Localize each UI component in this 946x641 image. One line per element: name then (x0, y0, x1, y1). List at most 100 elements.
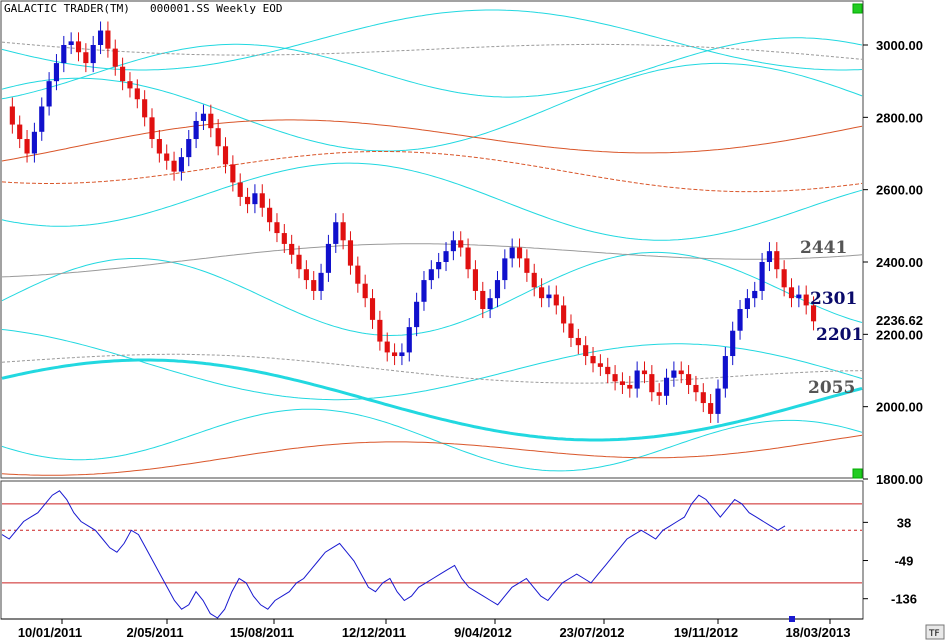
x-tick-label: 2/05/2011 (126, 625, 183, 640)
candle-body (671, 370, 677, 378)
price-y-axis: 1800.00 2000.00 2200.00 2400.00 2600.00 2800.… (863, 38, 923, 487)
tf-button[interactable] (925, 624, 945, 640)
candle-body (774, 251, 780, 270)
orange-cycle-3 (1, 434, 863, 476)
candle-body (142, 99, 148, 118)
candle-body (737, 309, 743, 331)
candle-body (281, 233, 287, 244)
candle-body (590, 356, 596, 364)
candle-body (781, 269, 787, 288)
candle-body (634, 370, 640, 389)
candle-body (597, 363, 603, 367)
candle-body (156, 139, 162, 154)
x-tick-label: 15/08/2011 (230, 625, 294, 640)
candle-body (788, 287, 795, 299)
x-tick-label: 19/11/2012 (674, 625, 738, 640)
candle-body (715, 388, 721, 414)
candle-body (24, 139, 30, 154)
candle-body (421, 280, 427, 302)
candle-body (450, 240, 456, 252)
bottom-marker-button[interactable] (852, 468, 863, 479)
x-tick-label: 9/04/2012 (454, 625, 512, 640)
annotation-labels: 2441 2301 2201 2055 (800, 238, 863, 398)
price-tick-label: 2400.00 (876, 255, 923, 270)
candle-body (31, 131, 37, 154)
candle-body (171, 160, 177, 172)
candle-body (810, 305, 817, 322)
cycle-line-4 (1, 162, 863, 241)
candle-body (392, 352, 398, 357)
cycle-line-5 (1, 251, 863, 337)
candle-body (296, 254, 302, 270)
candle-body (605, 366, 611, 375)
candle-body (97, 30, 104, 45)
candle-body (759, 262, 765, 291)
rsi-tick-label: -136 (891, 592, 917, 607)
candle-body (663, 377, 670, 396)
candle-body (149, 117, 155, 140)
candle-body (134, 88, 140, 100)
candle-body (619, 381, 626, 385)
candle-body (237, 182, 243, 197)
last-price-label: 2236.62 (876, 313, 923, 328)
price-tick-label: 2000.00 (876, 400, 923, 415)
x-tick-label: 18/03/2013 (785, 625, 850, 640)
candle-body (61, 45, 67, 64)
candle-body (9, 106, 15, 125)
candle-body (112, 48, 118, 67)
price-tick-label: 2800.00 (876, 110, 923, 125)
candle-body (178, 157, 184, 172)
annotation-2441: 2441 (800, 238, 847, 258)
candle-body (686, 374, 692, 385)
candle-body (75, 41, 82, 53)
annotation-2201: 2201 (816, 325, 863, 345)
candle-body (539, 287, 545, 299)
orange-cycle-2 (1, 151, 863, 193)
rsi-y-axis: 38 -49 -136 (863, 515, 917, 607)
candle-body (730, 330, 736, 357)
candle-body (53, 63, 60, 82)
candle-body (487, 298, 493, 310)
candle-body (708, 403, 714, 414)
candle-body (583, 345, 589, 357)
candle-body (303, 269, 309, 281)
candle-body (274, 222, 280, 234)
cycle-line-7 (1, 408, 863, 472)
candle-body (222, 146, 229, 165)
rsi-panel-frame (0, 480, 864, 620)
x-tick-label: 12/12/2011 (342, 625, 406, 640)
cycle-line-3 (1, 62, 863, 152)
candle-body (377, 319, 383, 342)
top-marker-button[interactable] (852, 3, 863, 14)
rsi-tick-label: 38 (897, 515, 911, 530)
x-axis: 10/01/2011 2/05/2011 15/08/2011 12/12/2011 9… (18, 619, 851, 640)
candle-body (428, 269, 434, 281)
candle-body (494, 280, 501, 299)
rsi-tick-label: -49 (895, 554, 914, 569)
grey-cycle-2 (1, 243, 863, 278)
candle-body (186, 139, 192, 158)
candle-body (744, 298, 750, 310)
candle-body (127, 81, 133, 89)
candle-body (333, 222, 339, 244)
candlestick-series (9, 21, 817, 423)
cycle-line-6 (1, 329, 863, 401)
candle-body (252, 193, 258, 205)
candle-body (436, 262, 442, 270)
candle-body (575, 337, 581, 346)
candle-body (700, 392, 706, 404)
candle-body (39, 106, 45, 132)
grey-cycle-3 (1, 353, 863, 384)
grey-cycle-1 (1, 41, 863, 60)
candle-body (259, 193, 265, 208)
candle-body (531, 272, 537, 288)
rsi-line (1, 490, 786, 619)
price-panel-frame (0, 0, 864, 479)
candle-body (46, 81, 52, 107)
candle-body (656, 392, 662, 396)
candle-body (230, 164, 236, 183)
price-tick-label: 2600.00 (876, 183, 923, 198)
candle-body (406, 327, 412, 353)
candle-body (311, 280, 317, 291)
price-tick-label: 3000.00 (876, 38, 923, 53)
